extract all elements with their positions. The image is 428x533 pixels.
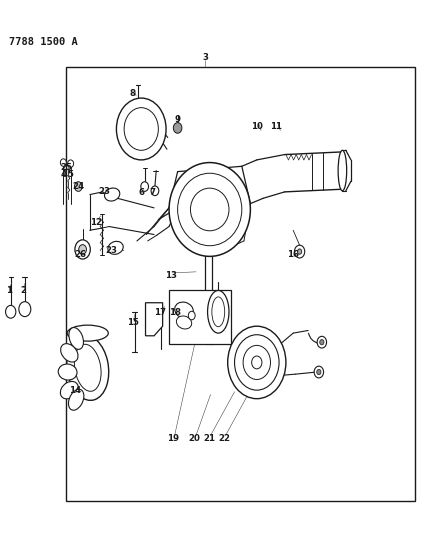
- Text: 26: 26: [74, 251, 86, 259]
- Polygon shape: [169, 290, 231, 344]
- Circle shape: [314, 366, 324, 378]
- Circle shape: [68, 160, 74, 167]
- Polygon shape: [146, 303, 163, 336]
- Ellipse shape: [108, 241, 123, 254]
- Text: 6: 6: [138, 189, 144, 197]
- Circle shape: [151, 186, 159, 196]
- Ellipse shape: [169, 163, 250, 256]
- Text: 14: 14: [69, 386, 81, 394]
- Ellipse shape: [228, 326, 286, 399]
- Text: 9: 9: [175, 116, 181, 124]
- Text: 16: 16: [287, 251, 299, 259]
- Text: 20: 20: [189, 434, 201, 442]
- Ellipse shape: [116, 98, 166, 160]
- Text: 24: 24: [72, 182, 84, 191]
- Circle shape: [173, 123, 182, 133]
- Text: 23: 23: [99, 188, 111, 196]
- Circle shape: [317, 369, 321, 375]
- Ellipse shape: [68, 389, 84, 410]
- Text: 7788 1500 A: 7788 1500 A: [9, 37, 77, 47]
- Text: 4: 4: [60, 171, 66, 179]
- Ellipse shape: [176, 316, 192, 329]
- Text: 19: 19: [167, 434, 179, 442]
- Ellipse shape: [61, 344, 78, 362]
- Text: 22: 22: [219, 434, 231, 442]
- Text: 25: 25: [60, 164, 72, 172]
- Text: 21: 21: [204, 434, 216, 442]
- Bar: [66, 67, 415, 501]
- Circle shape: [294, 245, 305, 258]
- Circle shape: [252, 356, 262, 369]
- Ellipse shape: [175, 302, 193, 318]
- Text: 23: 23: [105, 246, 117, 255]
- Text: 17: 17: [155, 309, 166, 317]
- Text: 3: 3: [202, 53, 208, 62]
- Ellipse shape: [104, 188, 120, 201]
- Circle shape: [60, 159, 66, 166]
- Ellipse shape: [67, 335, 109, 400]
- Circle shape: [6, 305, 16, 318]
- Ellipse shape: [208, 290, 229, 333]
- Circle shape: [79, 245, 86, 254]
- Text: 2: 2: [21, 286, 27, 295]
- Circle shape: [75, 240, 90, 259]
- Ellipse shape: [58, 364, 77, 380]
- Text: 8: 8: [130, 89, 136, 98]
- Circle shape: [188, 311, 195, 320]
- Ellipse shape: [60, 382, 78, 399]
- Circle shape: [297, 249, 302, 254]
- Text: 1: 1: [6, 286, 12, 295]
- Text: 11: 11: [270, 123, 282, 131]
- Text: 18: 18: [169, 309, 181, 317]
- Ellipse shape: [69, 328, 83, 349]
- Text: 10: 10: [251, 123, 263, 131]
- Ellipse shape: [338, 150, 347, 191]
- Text: 7: 7: [149, 189, 155, 197]
- Text: 5: 5: [68, 171, 74, 179]
- Circle shape: [141, 182, 149, 191]
- Text: 13: 13: [165, 271, 177, 280]
- Text: 12: 12: [90, 219, 102, 227]
- Circle shape: [320, 340, 324, 345]
- Text: 15: 15: [127, 318, 139, 327]
- Circle shape: [74, 182, 82, 191]
- Circle shape: [317, 336, 327, 348]
- Circle shape: [19, 302, 31, 317]
- Ellipse shape: [67, 325, 108, 341]
